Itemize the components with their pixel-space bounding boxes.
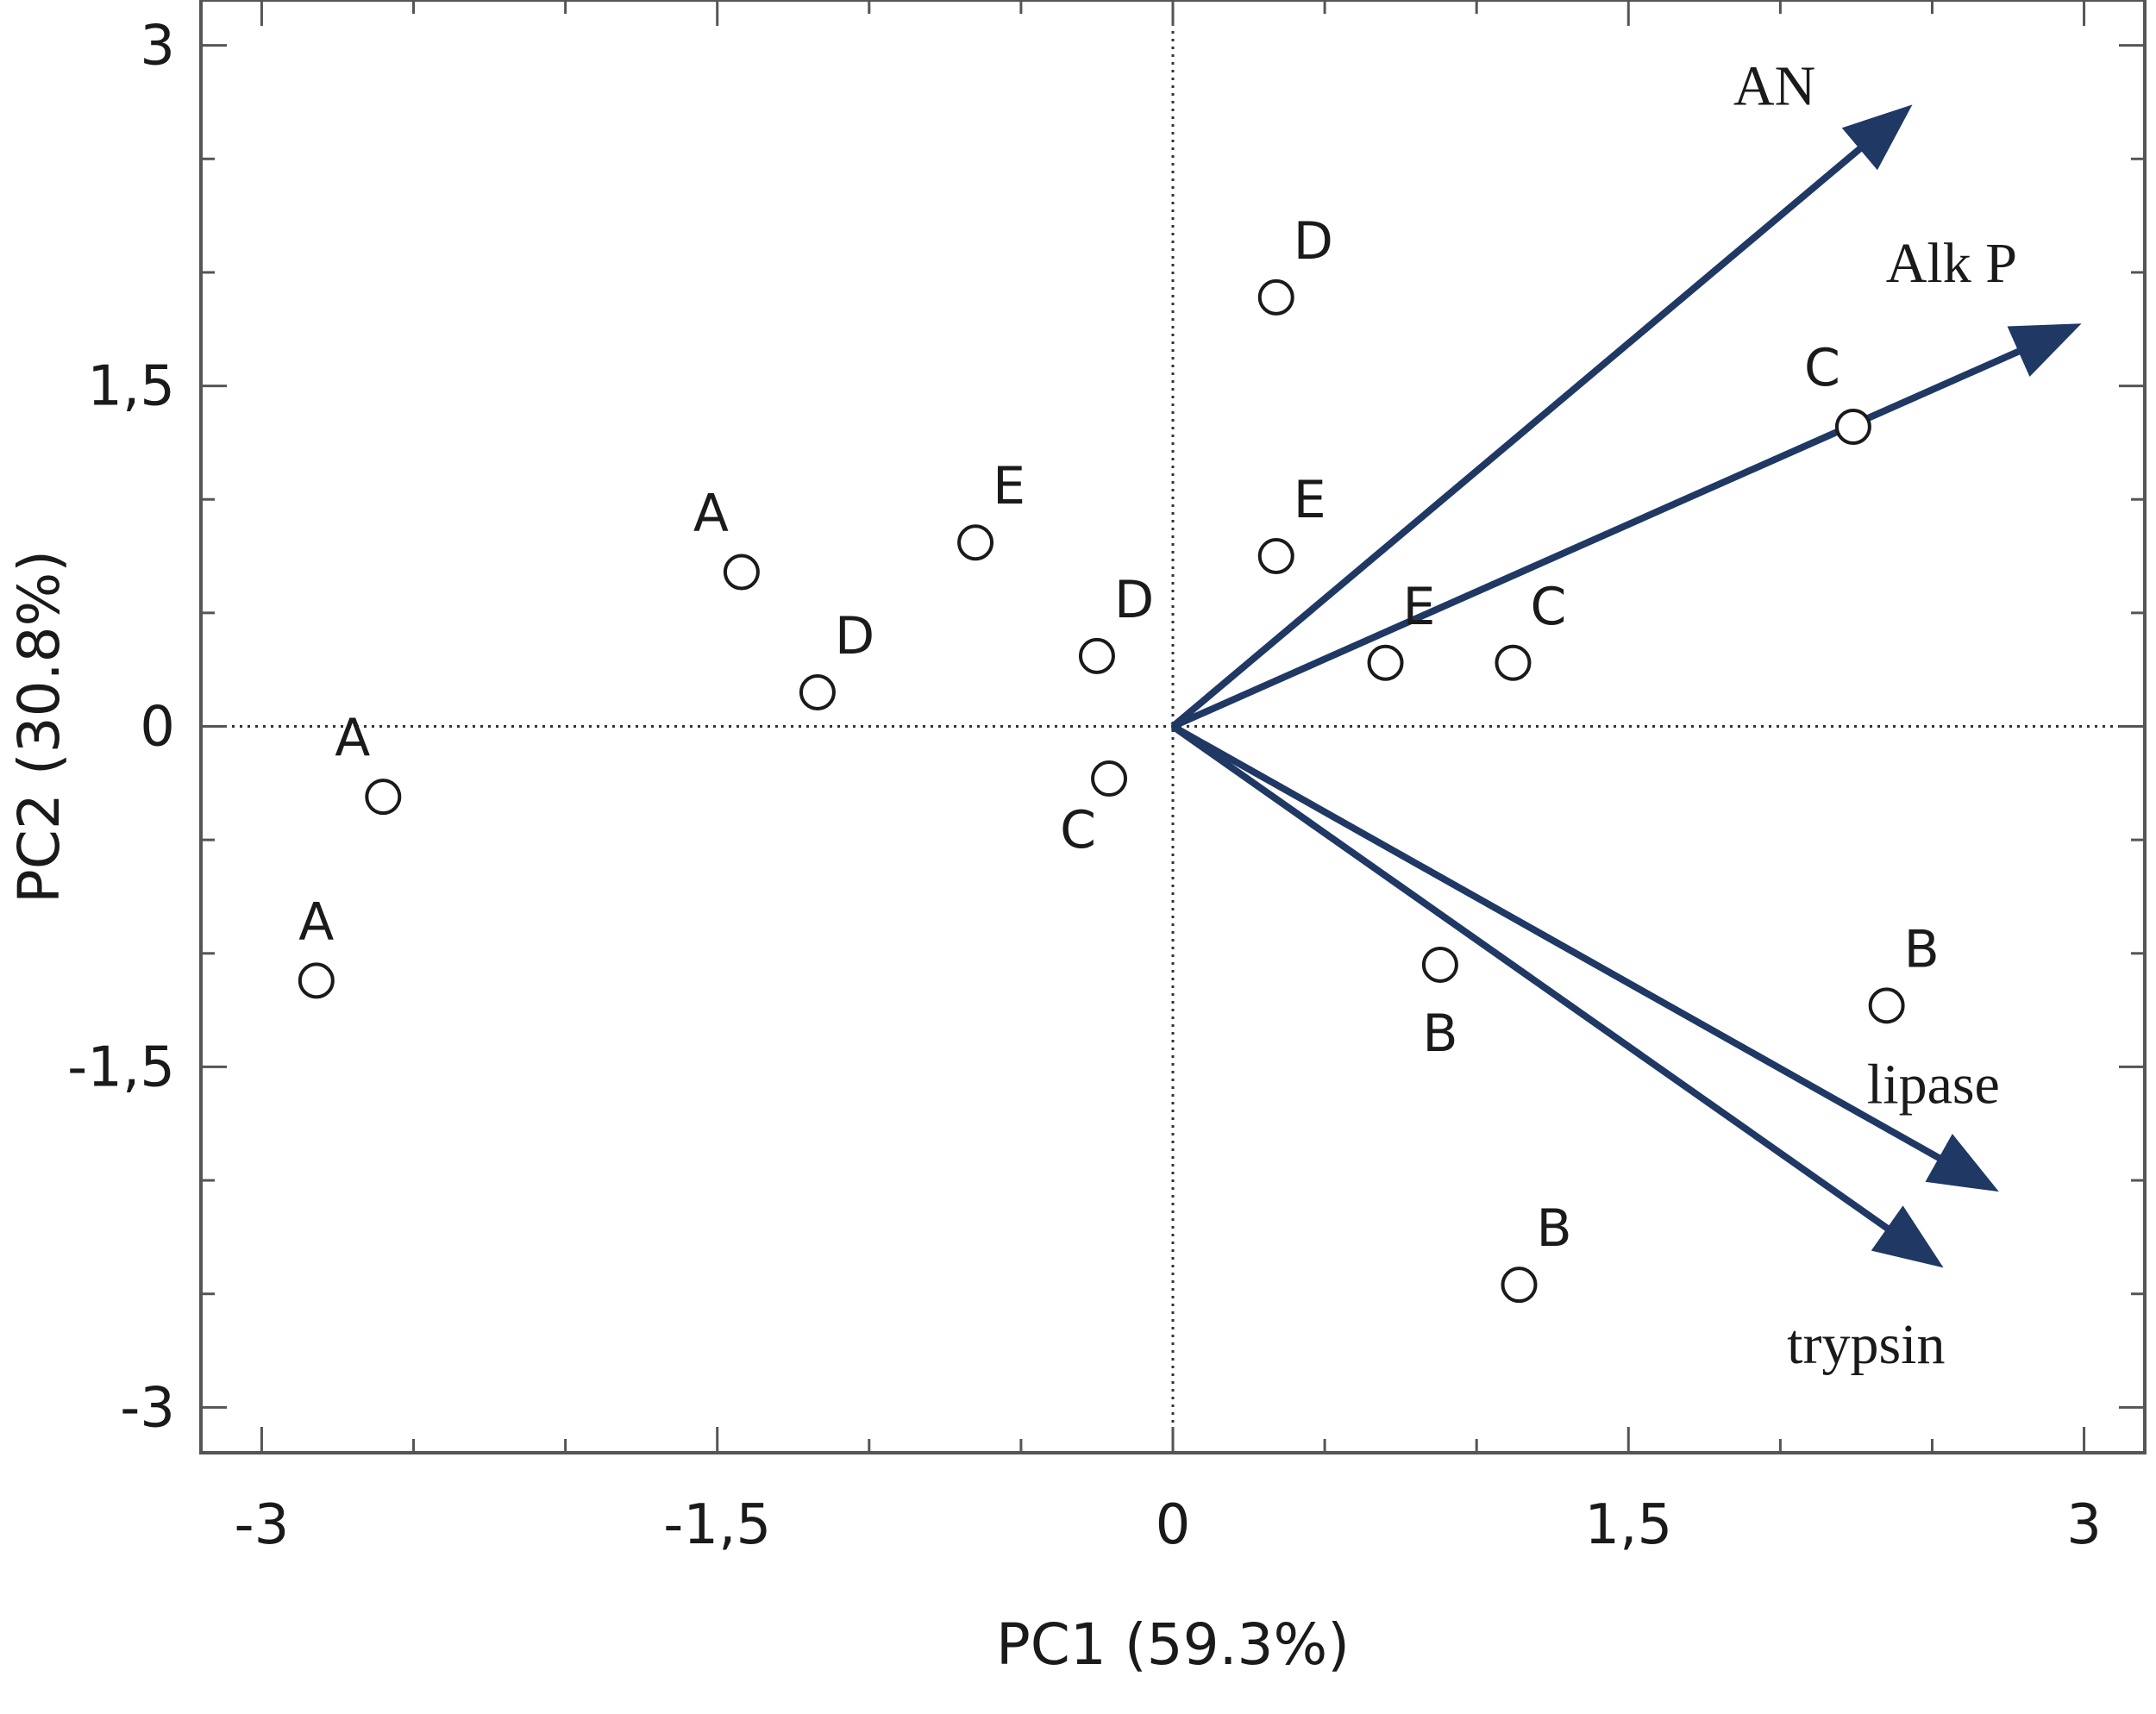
y-tick-label: 3 xyxy=(140,15,175,78)
score-point xyxy=(1257,278,1294,316)
point-label: C xyxy=(1530,577,1566,637)
point-label: E xyxy=(993,456,1025,516)
loading-vectors: AN Alk P lipase trypsin xyxy=(1170,55,2082,1376)
y-axis-title: PC2 (30.8%) xyxy=(6,550,72,904)
vector-label: Alk P xyxy=(1886,232,2017,295)
vector-arrow xyxy=(1170,723,1944,1268)
score-point xyxy=(957,524,994,561)
score-point xyxy=(1078,637,1115,674)
point-label: A xyxy=(693,483,729,543)
point-label: D xyxy=(835,606,874,666)
point-label: C xyxy=(1804,338,1840,398)
point-label: D xyxy=(1294,211,1333,272)
x-tick-label: 1,5 xyxy=(1584,1493,1672,1557)
point-label: B xyxy=(1422,1004,1457,1064)
y-tick-label: -1,5 xyxy=(67,1035,175,1099)
score-points: A A A D E D C D E E C C B B B xyxy=(298,211,1940,1304)
x-tick-label: -3 xyxy=(235,1493,290,1557)
point-label: B xyxy=(1904,919,1940,979)
score-point xyxy=(799,674,836,711)
score-point xyxy=(1834,408,1871,445)
vector-arrow xyxy=(1171,723,1999,1192)
vector-label: lipase xyxy=(1867,1053,2000,1116)
point-label: A xyxy=(298,891,334,952)
point-label: E xyxy=(1294,470,1326,530)
x-axis-title: PC1 (59.3%) xyxy=(996,1611,1350,1678)
x-tick-label: 0 xyxy=(1156,1493,1191,1557)
score-point xyxy=(723,554,760,591)
point-label: A xyxy=(335,708,370,768)
axis-ticks xyxy=(201,0,2145,1453)
score-point xyxy=(1868,987,1905,1024)
score-point xyxy=(1091,760,1128,798)
score-point xyxy=(1367,644,1404,681)
vector-arrow xyxy=(1170,104,1913,729)
x-tick-label: 3 xyxy=(2066,1493,2102,1557)
y-tick-label: -3 xyxy=(120,1376,175,1440)
vector-label: AN xyxy=(1733,55,1815,118)
y-tick-label: 1,5 xyxy=(87,355,175,419)
score-point xyxy=(1421,946,1458,983)
point-label: E xyxy=(1403,577,1436,637)
score-point xyxy=(1495,644,1532,681)
x-tick-label: -1,5 xyxy=(663,1493,771,1557)
tick-labels: -3 -1,5 0 1,5 3 3 1,5 0 -1,5 -3 xyxy=(67,15,2102,1557)
point-label: C xyxy=(1060,800,1096,860)
vector-label: trypsin xyxy=(1787,1313,1945,1376)
vector-arrow xyxy=(1171,323,2082,730)
score-point xyxy=(365,779,402,816)
point-label: D xyxy=(1114,570,1154,630)
score-point xyxy=(298,962,335,999)
score-point xyxy=(1501,1267,1538,1304)
y-tick-label: 0 xyxy=(140,696,175,760)
score-point xyxy=(1257,538,1294,575)
point-label: B xyxy=(1536,1198,1571,1259)
